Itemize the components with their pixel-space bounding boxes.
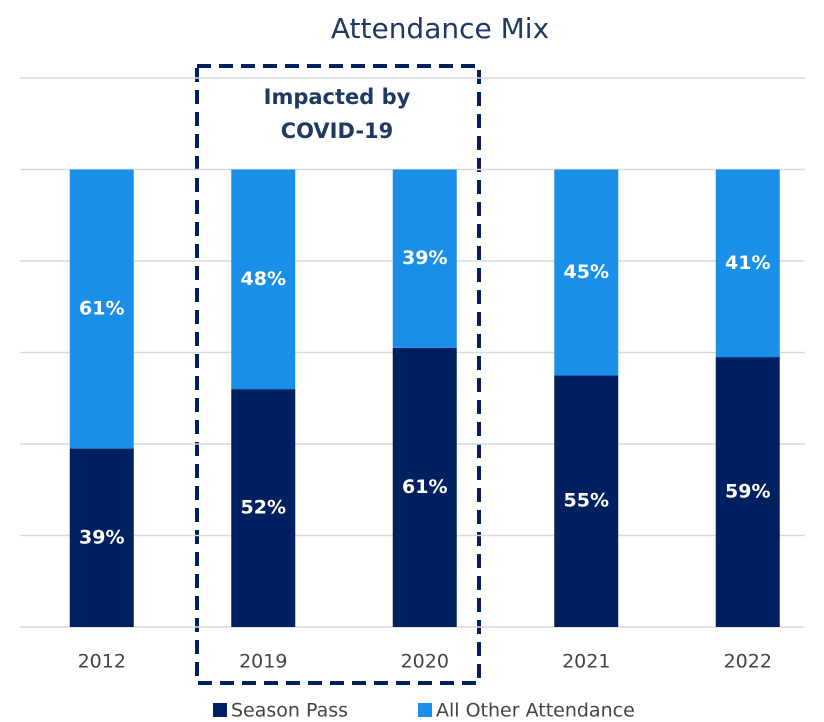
- bar-segment: [392, 169, 457, 348]
- x-tick-label: 2019: [239, 651, 287, 673]
- data-label: 48%: [241, 268, 286, 290]
- bar-segment: [554, 375, 619, 627]
- legend-swatch: [213, 703, 227, 717]
- bar-segment: [231, 169, 296, 390]
- chart-title: Attendance Mix: [331, 12, 549, 45]
- bar-segment: [231, 389, 296, 627]
- covid-box: [195, 64, 481, 685]
- data-label: 55%: [564, 490, 609, 512]
- legend-label: All Other Attendance: [436, 700, 635, 722]
- data-label: 39%: [402, 247, 447, 269]
- bar-segment: [554, 169, 619, 376]
- data-label: 41%: [725, 252, 770, 274]
- data-label: 61%: [402, 476, 447, 498]
- x-tick-label: 2020: [401, 651, 449, 673]
- bar-segment: [715, 357, 780, 627]
- annotation: Impacted by: [264, 85, 411, 109]
- legend-label: Season Pass: [231, 700, 348, 722]
- data-label: 61%: [79, 298, 124, 320]
- bar-segment: [69, 169, 134, 449]
- data-label: 45%: [564, 261, 609, 283]
- annotation: COVID-19: [281, 119, 394, 143]
- bar-segment: [392, 347, 457, 627]
- data-label: 52%: [241, 497, 286, 519]
- x-tick-label: 2021: [562, 651, 610, 673]
- x-tick-label: 2012: [78, 651, 126, 673]
- plot: [20, 77, 805, 628]
- bar-segment: [69, 448, 134, 627]
- data-label: 59%: [725, 481, 770, 503]
- bar-segment: [715, 169, 780, 358]
- x-tick-label: 2022: [724, 651, 772, 673]
- legend-swatch: [418, 703, 432, 717]
- data-label: 39%: [79, 526, 124, 548]
